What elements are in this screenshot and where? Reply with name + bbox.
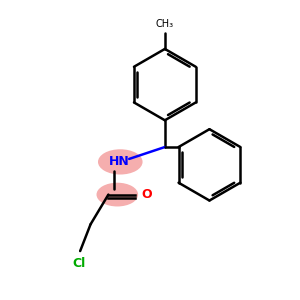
Ellipse shape [98, 149, 142, 175]
Text: Cl: Cl [72, 257, 85, 270]
Text: HN: HN [108, 155, 129, 168]
Text: CH₃: CH₃ [156, 19, 174, 29]
Text: O: O [141, 188, 152, 201]
Ellipse shape [97, 183, 138, 206]
